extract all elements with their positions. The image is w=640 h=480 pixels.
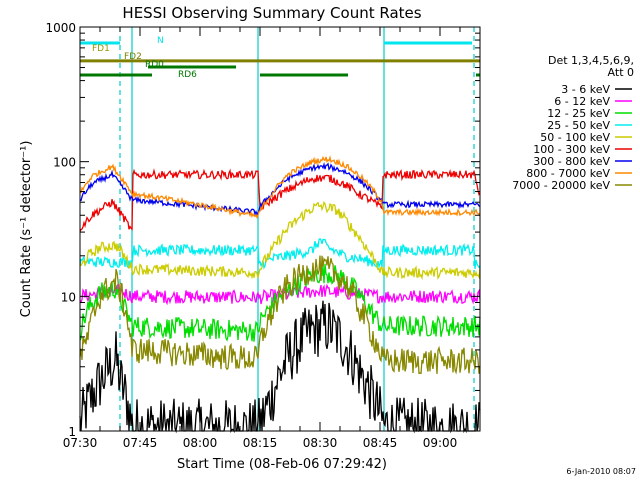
y-tick-label-2: 10 [61,290,76,304]
series-line-6 [79,168,481,232]
legend-label-9: 7000 - 20000 keV [512,179,610,192]
series-line-9 [79,255,481,375]
chart-title: HESSI Observing Summary Count Rates [122,4,421,22]
legend-label-5: 50 - 100 keV [540,131,610,144]
y-tick-label-1: 1 [68,425,76,439]
legend-header-1: Det 1,3,4,5,6,9, [548,54,634,67]
y-axis-label: Count Rate (s⁻¹ detector⁻¹) [19,141,34,318]
x-tick-label-3: 08:00 [183,436,218,450]
series-line-2 [79,283,481,306]
x-tick-label-1: 07:30 [63,436,98,450]
x-tick-label-2: 07:45 [123,436,158,450]
x-tick-label-5: 08:30 [303,436,338,450]
axes-layer: 1 10 100 1000 07:30 07:45 08:00 08:15 08:30 08:45… [45,21,481,450]
flag-label-fd2: FD2 [124,52,142,62]
series-line-7 [79,161,481,217]
series-line-4 [79,237,481,270]
y-tick-label-4: 1000 [45,21,76,35]
flag-label-rd6: RD6 [178,70,197,80]
legend-header-2: Att 0 [608,66,634,79]
series-line-5 [80,200,481,281]
x-axis-label: Start Time (08-Feb-06 07:29:42) [177,457,387,472]
legend-label-2: 6 - 12 keV [554,95,610,108]
flag-label-n: N [157,36,164,46]
legend-label-6: 100 - 300 keV [533,143,610,156]
plot-area [119,27,475,431]
legend-label-4: 25 - 50 keV [547,119,610,132]
footer-timestamp: 6-Jan-2010 08:07 [566,467,636,476]
y-tick-label-3: 100 [53,156,76,170]
series-line-8 [79,154,481,219]
x-tick-label-7: 09:00 [423,436,458,450]
legend-label-3: 12 - 25 keV [547,107,610,120]
legend-label-7: 300 - 800 keV [533,155,610,168]
series-line-3 [79,263,481,342]
legend-label-1: 3 - 6 keV [561,83,610,96]
x-tick-label-6: 08:45 [363,436,398,450]
x-tick-label-4: 08:15 [243,436,278,450]
flag-label-rd0: RD0 [145,60,164,70]
flag-label-fd1: FD1 [92,44,110,54]
legend-label-8: 800 - 7000 keV [526,167,610,180]
